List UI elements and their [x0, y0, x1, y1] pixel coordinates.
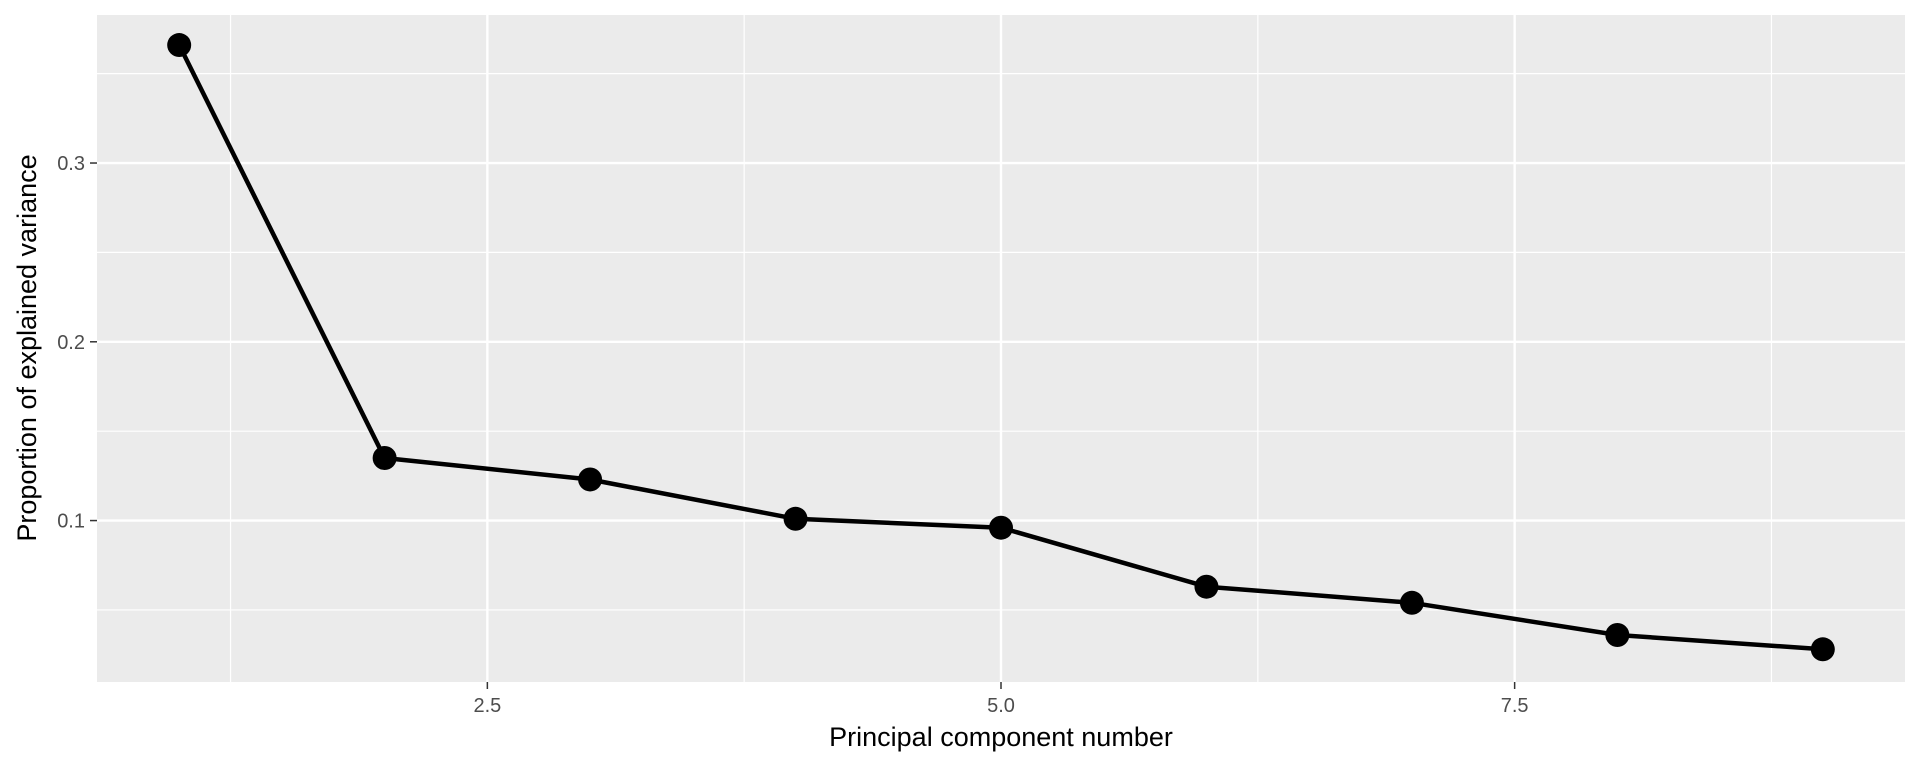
data-point — [1810, 637, 1835, 662]
x-axis-title: Principal component number — [829, 722, 1173, 752]
x-tick-label: 7.5 — [1501, 695, 1529, 717]
x-tick-label: 2.5 — [473, 695, 501, 717]
grid-lines — [97, 15, 1905, 682]
data-point — [1605, 622, 1630, 647]
data-point — [167, 33, 192, 58]
y-tick-label: 0.2 — [57, 332, 85, 354]
y-tick-label: 0.1 — [57, 511, 85, 533]
data-point — [372, 445, 397, 470]
data-points — [167, 33, 1835, 662]
data-point — [1194, 574, 1219, 599]
x-tick-label: 5.0 — [987, 695, 1015, 717]
data-point — [578, 467, 603, 492]
y-axis-title: Proportion of explained variance — [12, 154, 42, 541]
axis-ticks: 2.5 5.0 7.5 0.1 0.2 0.3 — [57, 153, 1528, 717]
data-point — [989, 515, 1013, 540]
data-point — [1399, 590, 1424, 615]
y-tick-label: 0.3 — [57, 153, 85, 175]
data-point — [783, 506, 808, 531]
